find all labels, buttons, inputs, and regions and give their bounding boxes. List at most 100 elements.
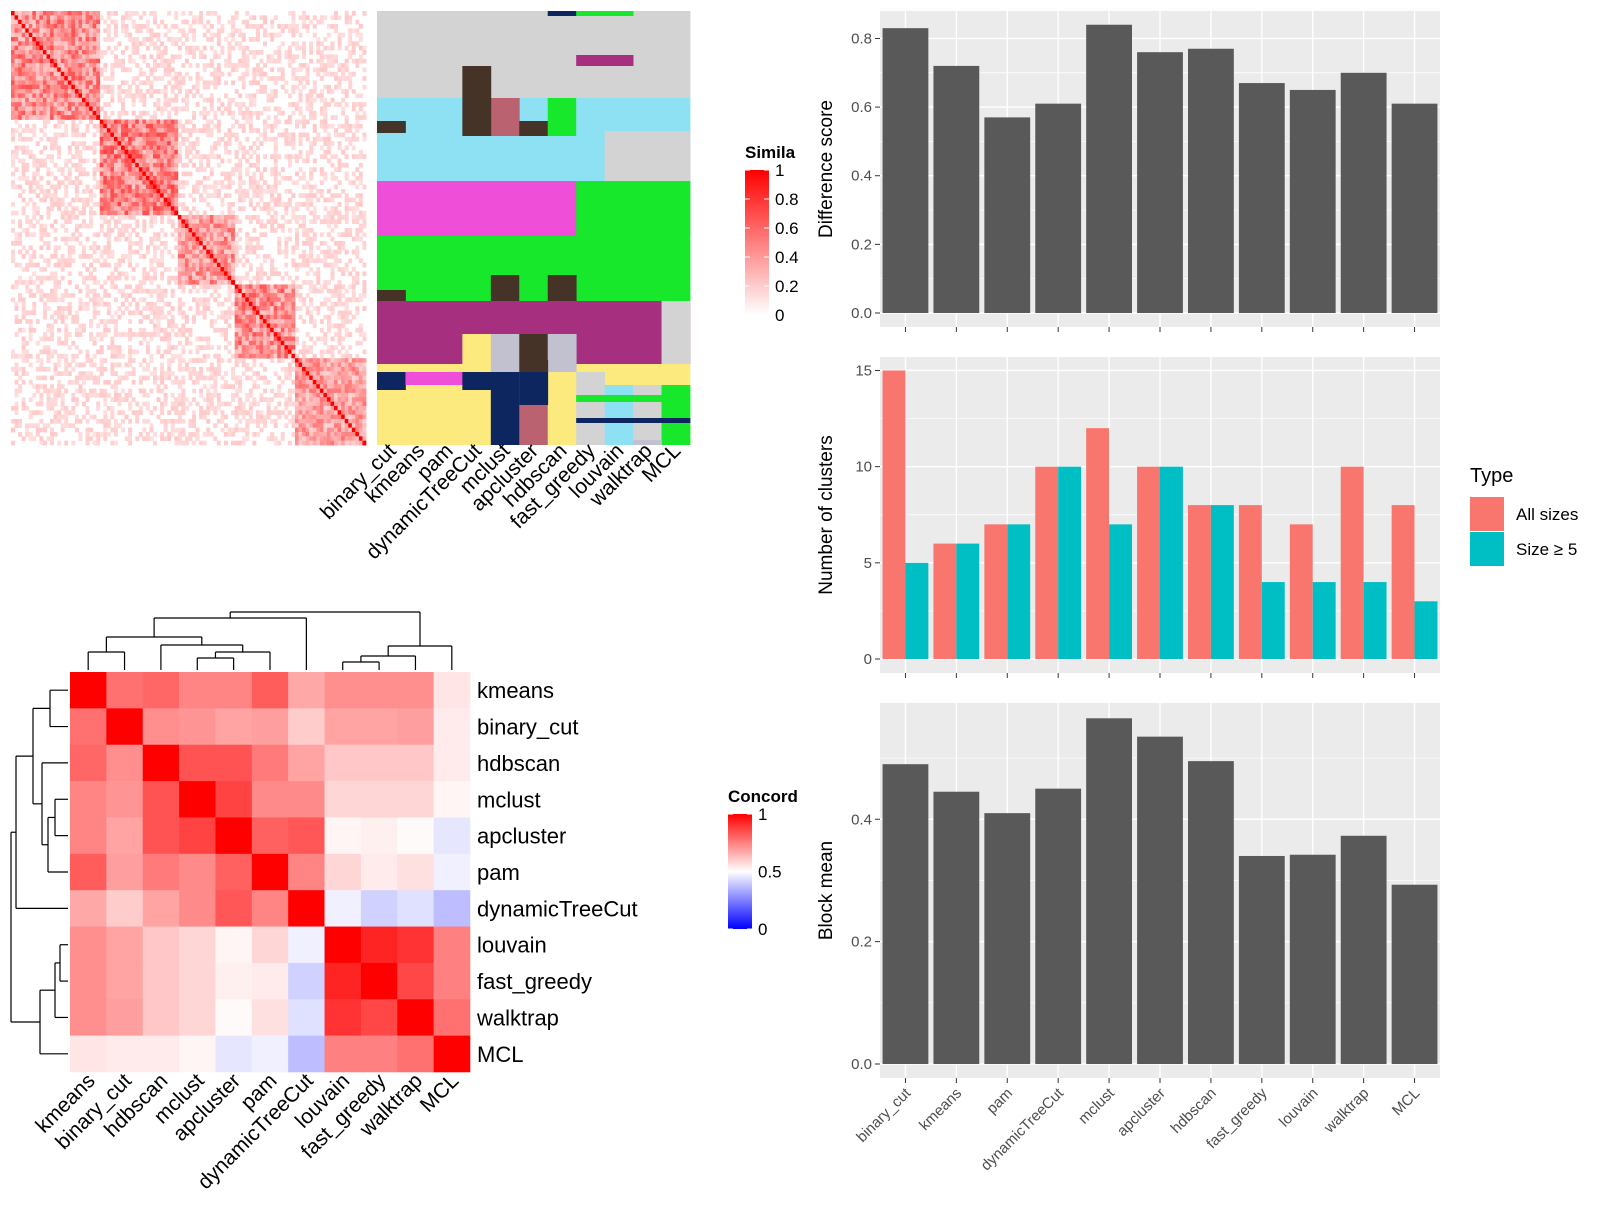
similarity-cell (248, 314, 253, 320)
similarity-cell (234, 288, 239, 294)
similarity-cell (28, 149, 33, 155)
similarity-cell (163, 123, 168, 129)
similarity-cell (259, 50, 264, 55)
similarity-cell (174, 184, 179, 190)
similarity-cell (177, 45, 182, 51)
similarity-cell (263, 306, 267, 311)
similarity-cell (358, 228, 363, 233)
similarity-cell (263, 293, 267, 298)
similarity-cell (351, 145, 356, 151)
similarity-cell (252, 102, 257, 107)
similarity-cell (188, 89, 193, 94)
similarity-cell (295, 228, 299, 233)
similarity-cell (25, 58, 30, 64)
similarity-cell (42, 123, 47, 129)
similarity-cell (252, 340, 257, 346)
similarity-cell (181, 284, 186, 290)
similarity-cell (78, 132, 83, 138)
similarity-cell (163, 145, 168, 151)
similarity-cell (82, 50, 86, 55)
similarity-cell (312, 97, 317, 103)
similarity-cell (50, 28, 54, 34)
similarity-cell (245, 119, 250, 125)
similarity-cell (170, 293, 175, 298)
similarity-cell (312, 388, 317, 394)
similarity-cell (277, 384, 282, 389)
similarity-cell (21, 71, 26, 77)
similarity-cell (42, 15, 47, 21)
similarity-cell (192, 15, 196, 21)
similarity-cell (57, 80, 62, 86)
similarity-cell (21, 175, 26, 181)
similarity-cell (199, 197, 204, 203)
similarity-cell (85, 288, 90, 294)
similarity-cell (245, 340, 250, 346)
similarity-cell (344, 306, 349, 311)
similarity-cell (224, 132, 228, 138)
similarity-cell (71, 24, 76, 29)
similarity-cell (202, 63, 207, 68)
similarity-cell (53, 19, 58, 25)
similarity-cell (316, 310, 321, 316)
similarity-cell (341, 362, 346, 368)
similarity-cell (319, 76, 324, 81)
similarity-cell (195, 306, 200, 311)
similarity-cell (99, 167, 104, 172)
similarity-cell (92, 37, 97, 42)
similarity-cell (117, 345, 122, 350)
similarity-cell (35, 28, 40, 34)
similarity-cell (192, 249, 196, 255)
similarity-cell (209, 149, 214, 155)
similarity-cell (32, 254, 37, 259)
similarity-cell (330, 371, 335, 376)
similarity-cell (355, 123, 360, 129)
similarity-cell (195, 167, 200, 172)
similarity-cell (60, 102, 65, 107)
similarity-cell (25, 358, 30, 363)
similarity-cell (206, 366, 211, 372)
similarity-cell (167, 136, 172, 142)
similarity-cell (96, 141, 101, 146)
similarity-cell (334, 332, 338, 337)
similarity-cell (92, 15, 97, 21)
similarity-cell (35, 219, 40, 225)
similarity-cell (42, 384, 47, 389)
similarity-cell (188, 236, 193, 242)
similarity-cell (135, 241, 140, 246)
similarity-cell (280, 67, 285, 73)
similarity-cell (110, 210, 115, 216)
similarity-cell (252, 371, 257, 376)
similarity-cell (113, 219, 118, 225)
similarity-cell (110, 249, 115, 255)
similarity-cell (35, 11, 40, 16)
similarity-cell (138, 123, 143, 129)
similarity-cell (64, 241, 69, 246)
similarity-cell (18, 219, 23, 225)
similarity-cell (330, 323, 335, 329)
similarity-cell (273, 180, 278, 185)
similarity-cell (124, 392, 129, 398)
similarity-cell (11, 76, 15, 81)
similarity-cell (142, 184, 147, 190)
similarity-cell (277, 301, 282, 307)
similarity-cell (341, 67, 346, 73)
similarity-cell (337, 379, 342, 385)
similarity-cell (124, 80, 129, 86)
similarity-cell (35, 319, 40, 324)
similarity-cell (50, 223, 54, 229)
similarity-cell (199, 254, 204, 259)
similarity-cell (238, 284, 243, 290)
similarity-cell (46, 41, 51, 47)
similarity-cell (319, 119, 324, 125)
similarity-cell (316, 275, 321, 281)
similarity-cell (113, 171, 118, 177)
similarity-cell (50, 314, 54, 320)
similarity-cell (259, 84, 264, 90)
similarity-cell (355, 280, 360, 285)
similarity-cell (57, 54, 62, 60)
similarity-cell (60, 293, 65, 298)
similarity-cell (78, 28, 83, 34)
similarity-cell (224, 232, 228, 238)
similarity-cell (128, 15, 133, 21)
similarity-cell (64, 219, 69, 225)
